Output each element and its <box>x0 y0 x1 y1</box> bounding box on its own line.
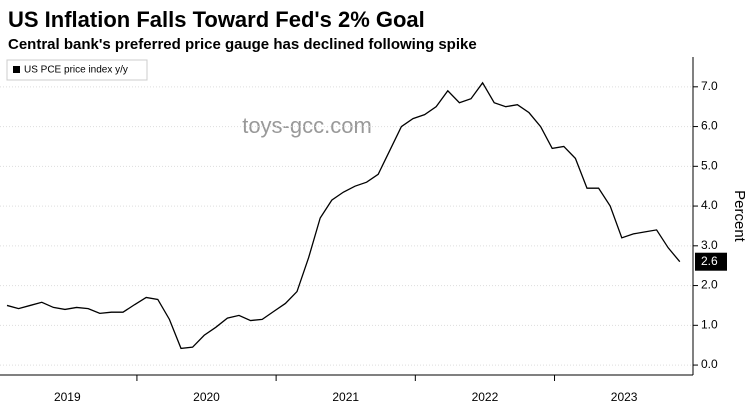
y-tick-label: 2.0 <box>701 278 718 292</box>
legend-box <box>6 59 148 81</box>
last-value-label: 2.6 <box>701 254 718 268</box>
x-tick-label: 2020 <box>193 390 220 404</box>
y-tick-label: 1.0 <box>701 317 718 331</box>
watermark: toys-gcc.com <box>242 113 372 138</box>
chart-subtitle: Central bank's preferred price gauge has… <box>8 36 477 53</box>
x-tick-label: 2019 <box>54 390 81 404</box>
y-tick-label: 7.0 <box>701 79 718 93</box>
last-value-box <box>695 252 727 271</box>
y-tick-label: 0.0 <box>701 357 718 371</box>
legend-swatch <box>13 66 20 73</box>
series-line <box>6 81 681 350</box>
x-tick-label: 2023 <box>611 390 638 404</box>
y-tick-label: 4.0 <box>701 198 718 212</box>
y-axis-label: Percent <box>731 190 748 243</box>
y-tick-label: 3.0 <box>701 238 718 252</box>
x-tick-label: 2021 <box>332 390 359 404</box>
y-tick-label: 6.0 <box>701 119 718 133</box>
legend-label: US PCE price index y/y <box>24 65 128 76</box>
x-tick-label: 2022 <box>472 390 499 404</box>
y-tick-label: 5.0 <box>701 158 718 172</box>
chart-title: US Inflation Falls Toward Fed's 2% Goal <box>8 7 425 32</box>
